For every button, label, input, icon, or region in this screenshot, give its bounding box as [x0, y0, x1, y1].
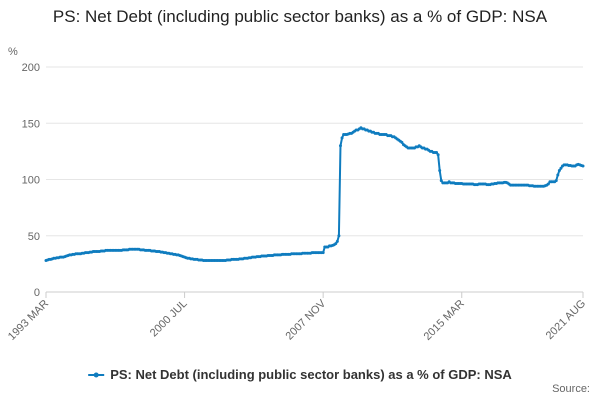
- data-point: [439, 179, 443, 183]
- legend-label: PS: Net Debt (including public sector ba…: [110, 367, 512, 382]
- x-tick-label: 1993 MAR: [6, 298, 51, 343]
- data-point: [438, 169, 442, 172]
- data-point: [335, 239, 339, 243]
- data-point: [554, 179, 558, 183]
- x-tick-label: 2000 JUL: [148, 298, 190, 340]
- data-point: [559, 166, 563, 170]
- y-tick-label: 0: [34, 287, 40, 299]
- data-point: [581, 164, 585, 168]
- legend-marker: [93, 372, 99, 378]
- y-tick-label: 100: [22, 175, 40, 187]
- data-point: [337, 234, 341, 238]
- data-point: [435, 151, 439, 154]
- data-point: [340, 136, 344, 140]
- data-point: [321, 251, 325, 255]
- data-point: [338, 144, 342, 148]
- x-tick-label: 2021 AUG: [544, 298, 588, 342]
- y-tick-label: 50: [28, 231, 40, 243]
- data-point: [436, 153, 440, 157]
- data-point: [546, 182, 550, 186]
- chart-title: PS: Net Debt (including public sector ba…: [52, 7, 548, 26]
- legend-item: PS: Net Debt (including public sector ba…: [88, 367, 512, 382]
- data-point: [556, 173, 560, 177]
- data-point: [334, 242, 338, 246]
- data-point: [400, 140, 404, 144]
- data-point: [557, 169, 561, 172]
- x-tick-label: 2015 MAR: [422, 298, 467, 343]
- series-line: [45, 126, 584, 262]
- y-tick-label: 150: [22, 118, 40, 130]
- source: Source:: [552, 383, 590, 395]
- y-axis-label: %: [8, 46, 18, 58]
- x-tick-label: 2007 NOV: [283, 297, 328, 342]
- y-tick-label: 200: [22, 62, 40, 74]
